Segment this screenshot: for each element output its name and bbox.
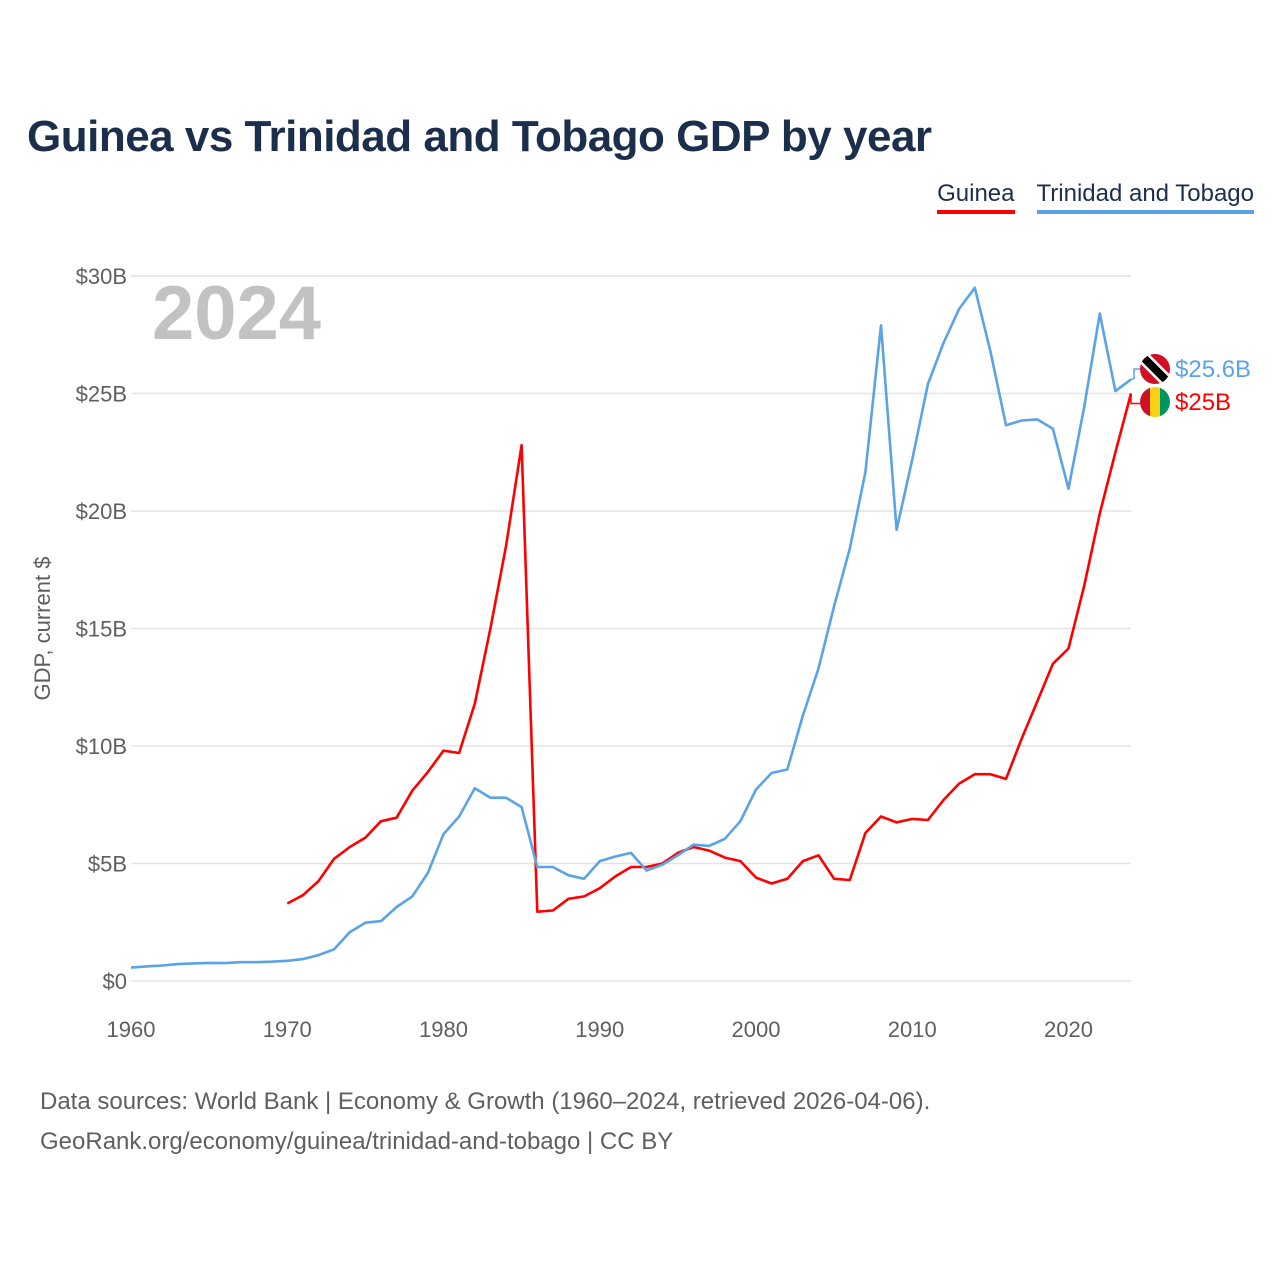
footer: Data sources: World Bank | Economy & Gro… [40, 1082, 930, 1162]
y-tick-label-20: $20B [76, 499, 127, 524]
chart-title: Guinea vs Trinidad and Tobago GDP by yea… [27, 112, 932, 161]
x-tick-label-2010: 2010 [888, 1017, 937, 1042]
legend-item-guinea[interactable]: Guinea [937, 180, 1015, 214]
connector-guinea [1130, 393, 1140, 405]
footer-sources: Data sources: World Bank | Economy & Gro… [40, 1088, 931, 1115]
x-tick-label-1970: 1970 [263, 1017, 312, 1042]
legend-item-trinidad-and-tobago[interactable]: Trinidad and Tobago [1036, 180, 1254, 214]
trinidad-and-tobago-flag-icon [1140, 354, 1170, 384]
legend: Guinea Trinidad and Tobago [937, 180, 1254, 214]
y-tick-label-0: $0 [103, 969, 127, 994]
x-tick-label-2000: 2000 [732, 1017, 781, 1042]
end-label-guinea: $25B [1175, 389, 1231, 416]
end-label-trinidad-and-tobago: $25.6B [1175, 356, 1251, 383]
series-line-guinea [286, 393, 1133, 913]
y-tick-label-15: $15B [76, 617, 127, 642]
y-tick-label-5: $5B [88, 852, 127, 877]
connector-trinidad-and-tobago [1130, 368, 1142, 381]
y-tick-label-10: $10B [76, 734, 127, 759]
line-chart: $0 $5B $10B $15B $20B $25B $30B 1960 1970 1980 199… [30, 264, 1251, 1042]
x-tick-label-1990: 1990 [575, 1017, 624, 1042]
x-tick-label-2020: 2020 [1044, 1017, 1093, 1042]
x-tick-label-1960: 1960 [107, 1017, 156, 1042]
footer-attribution: GeoRank.org/economy/guinea/trinidad-and-… [40, 1128, 674, 1155]
series-line-trinidad-and-tobago [130, 286, 1132, 969]
y-tick-label-25: $25B [76, 382, 127, 407]
y-tick-label-30: $30B [76, 264, 127, 289]
year-watermark: 2024 [152, 271, 321, 356]
guinea-flag-icon [1140, 387, 1170, 417]
x-tick-label-1980: 1980 [419, 1017, 468, 1042]
y-axis-label: GDP, current $ [30, 557, 55, 701]
